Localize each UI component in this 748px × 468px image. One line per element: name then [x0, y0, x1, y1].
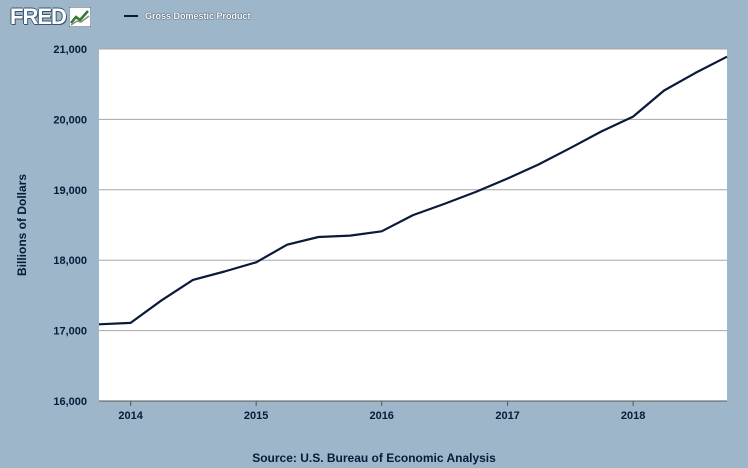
- source-note: Source: U.S. Bureau of Economic Analysis: [252, 451, 496, 465]
- y-tick-label: 16,000: [53, 396, 87, 408]
- x-tick-label: 2017: [495, 410, 519, 422]
- x-tick-label: 2015: [244, 410, 268, 422]
- legend-label-gdp: Gross Domestic Product: [145, 11, 251, 21]
- y-tick-label: 20,000: [53, 114, 87, 126]
- chart-legend: Gross Domestic Product: [124, 11, 251, 21]
- y-tick-label: 21,000: [53, 44, 87, 56]
- y-tick-label: 19,000: [53, 185, 87, 197]
- gridlines: [99, 48, 727, 332]
- fred-logo[interactable]: FRED: [10, 4, 91, 30]
- legend-swatch: [124, 15, 138, 17]
- fred-logo-text: FRED: [10, 4, 67, 29]
- y-tick-label: 18,000: [53, 255, 87, 267]
- y-axis-ticks: 16,000 17,000 18,000 19,000 20,000 21,000: [53, 44, 87, 408]
- line-graph-icon: [68, 7, 91, 27]
- x-tick-label: 2014: [118, 410, 143, 422]
- series-line-gdp: [98, 55, 728, 326]
- x-tick-label: 2016: [369, 410, 393, 422]
- x-axis-ticks: 2014 2015 2016 2017 2018: [118, 401, 645, 422]
- x-tick-label: 2018: [621, 410, 645, 422]
- plot-area: [99, 49, 727, 401]
- y-tick-label: 17,000: [53, 326, 87, 338]
